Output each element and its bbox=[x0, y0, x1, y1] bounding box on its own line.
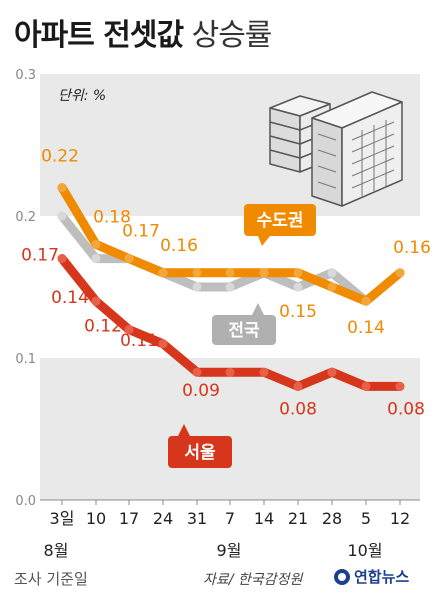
point-seoul bbox=[91, 296, 101, 306]
series-points bbox=[57, 183, 405, 391]
title-main: 아파트 전셋값 bbox=[14, 18, 184, 53]
point-capital bbox=[192, 268, 202, 278]
point-seoul bbox=[158, 339, 168, 349]
point-national bbox=[293, 282, 303, 292]
data-label-seoul: 0.12 bbox=[84, 317, 122, 337]
point-capital bbox=[124, 254, 134, 264]
point-capital bbox=[361, 296, 371, 306]
month-label-sep: 9월 bbox=[217, 541, 242, 560]
data-label-capital: 0.16 bbox=[393, 238, 431, 258]
yonhap-logo-icon bbox=[334, 568, 350, 585]
point-capital bbox=[225, 268, 235, 278]
data-label-seoul: 0.08 bbox=[387, 399, 425, 419]
source-label: 자료/ 한국감정원 bbox=[203, 572, 303, 588]
point-national bbox=[57, 211, 67, 221]
y-tick-label: 0.3 bbox=[15, 68, 36, 83]
point-capital bbox=[327, 282, 337, 292]
legend-tag-national: 전국 bbox=[212, 303, 276, 345]
point-capital bbox=[293, 268, 303, 278]
data-label-seoul: 0.08 bbox=[279, 399, 317, 419]
x-tick-label: 21 bbox=[288, 509, 308, 528]
data-label-seoul: 0.14 bbox=[51, 288, 89, 308]
legend-national-label: 전국 bbox=[228, 321, 260, 341]
point-seoul bbox=[293, 381, 303, 391]
point-national bbox=[91, 254, 101, 264]
y-tick-label: 0.1 bbox=[15, 352, 36, 367]
title-sub: 상승률 bbox=[191, 18, 273, 53]
data-label-seoul: 0.09 bbox=[182, 381, 220, 401]
point-seoul bbox=[395, 381, 405, 391]
x-tick-label: 14 bbox=[254, 509, 274, 528]
data-label-seoul: 0.17 bbox=[21, 246, 59, 266]
yonhap-logo: 연합뉴스 bbox=[334, 566, 409, 587]
band-1 bbox=[40, 358, 420, 500]
data-label-capital: 0.17 bbox=[122, 222, 160, 242]
x-tick-label: 10 bbox=[86, 509, 106, 528]
y-axis: 0.0 0.1 0.2 0.3 bbox=[15, 68, 36, 509]
yonhap-logo-text: 연합뉴스 bbox=[354, 568, 410, 586]
x-tick-label: 3일 bbox=[50, 509, 75, 528]
point-seoul bbox=[225, 367, 235, 377]
data-label-capital: 0.14 bbox=[347, 318, 385, 338]
data-label-capital: 0.15 bbox=[279, 302, 317, 322]
point-capital bbox=[158, 268, 168, 278]
point-seoul bbox=[57, 254, 67, 264]
point-capital bbox=[57, 183, 67, 193]
x-tick-label: 12 bbox=[390, 509, 410, 528]
chart-title: 아파트 전셋값 상승률 bbox=[14, 10, 273, 54]
point-capital bbox=[259, 268, 269, 278]
x-tick-label: 5 bbox=[361, 509, 371, 528]
data-label-seoul: 0.11 bbox=[120, 331, 158, 351]
point-capital bbox=[91, 239, 101, 249]
x-tick-label: 31 bbox=[187, 509, 207, 528]
data-label-capital: 0.22 bbox=[41, 147, 79, 167]
x-tick-label: 24 bbox=[153, 509, 173, 528]
point-national bbox=[192, 282, 202, 292]
data-labels: 0.220.180.170.160.150.140.160.170.140.12… bbox=[21, 147, 431, 420]
point-national bbox=[225, 282, 235, 292]
month-label-aug: 8월 bbox=[44, 541, 69, 560]
data-label-capital: 0.18 bbox=[93, 207, 131, 227]
series-line-national bbox=[57, 211, 371, 306]
data-label-capital: 0.16 bbox=[160, 236, 198, 256]
legend-tag-seoul: 서울 bbox=[168, 424, 232, 468]
month-label-oct: 10월 bbox=[347, 541, 382, 560]
unit-label: 단위: % bbox=[58, 88, 106, 104]
legend-seoul-label: 서울 bbox=[184, 443, 216, 463]
point-seoul bbox=[259, 367, 269, 377]
x-tick-label: 17 bbox=[119, 509, 139, 528]
point-seoul bbox=[124, 325, 134, 335]
x-tick-label: 7 bbox=[225, 509, 235, 528]
point-national bbox=[327, 268, 337, 278]
legend-capital-label: 수도권 bbox=[257, 211, 304, 231]
survey-date-label: 조사 기준일 bbox=[14, 570, 88, 588]
point-seoul bbox=[327, 367, 337, 377]
point-seoul bbox=[361, 381, 371, 391]
point-capital bbox=[395, 268, 405, 278]
y-tick-label: 0.0 bbox=[15, 494, 36, 509]
x-axis: 3일 10 17 24 31 7 14 21 28 5 12 bbox=[40, 499, 420, 528]
y-tick-label: 0.2 bbox=[15, 210, 36, 225]
point-seoul bbox=[192, 367, 202, 377]
x-tick-label: 28 bbox=[322, 509, 342, 528]
legend-tag-capital: 수도권 bbox=[244, 204, 316, 246]
apartment-building-icon bbox=[269, 91, 403, 207]
